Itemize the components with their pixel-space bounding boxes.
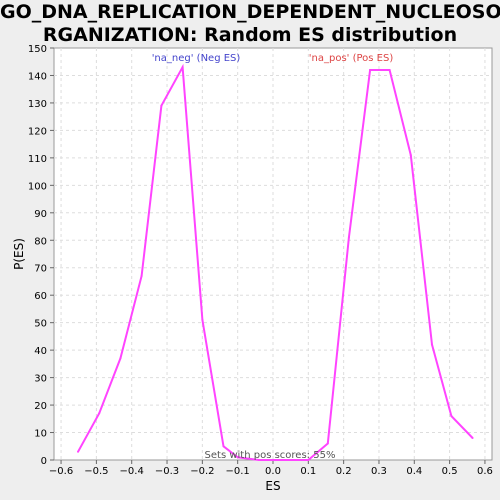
grid-lines [54, 48, 492, 460]
data-point [430, 343, 433, 346]
y-axis-ticks: 0 10 20 30 40 50 60 70 80 90 100 110 120 130 140 150 [28, 44, 54, 467]
x-tick-label: 0.3 [371, 466, 387, 477]
y-tick-label: 80 [34, 236, 47, 247]
data-point [450, 415, 453, 418]
x-tick-label: 0.5 [442, 466, 458, 477]
y-tick-label: 150 [28, 44, 47, 55]
data-point [369, 68, 372, 71]
x-tick-label: −0.3 [155, 466, 179, 477]
data-point [160, 104, 163, 107]
data-point [119, 357, 122, 360]
y-tick-label: 10 [34, 429, 47, 440]
data-point [409, 154, 412, 157]
y-tick-label: 90 [34, 209, 47, 220]
data-point [388, 68, 391, 71]
x-tick-label: −0.4 [120, 466, 144, 477]
y-tick-label: 140 [28, 71, 47, 82]
data-point [77, 450, 80, 453]
y-tick-label: 50 [34, 319, 47, 330]
y-axis-label: P(ES) [12, 238, 26, 270]
data-point [307, 459, 310, 461]
x-axis-label: ES [265, 479, 280, 493]
x-tick-label: 0.6 [477, 466, 493, 477]
chart-title: GO_DNA_REPLICATION_DEPENDENT_NUCLEOSOME_… [0, 1, 500, 47]
y-tick-label: 120 [28, 126, 47, 137]
x-tick-label: −0.5 [84, 466, 108, 477]
x-tick-label: 0.1 [300, 466, 316, 477]
data-point [471, 437, 474, 440]
sets-pos-scores-label: Sets with pos scores: 55% [205, 450, 336, 461]
x-axis-ticks: −0.6 −0.5 −0.4 −0.3 −0.2 −0.1 0.0 0.1 0.2 0.3 0.4 0… [49, 460, 493, 477]
x-tick-label: −0.6 [49, 466, 73, 477]
data-point [257, 459, 260, 461]
y-tick-label: 30 [34, 374, 47, 385]
data-point [98, 412, 101, 415]
data-point [222, 445, 225, 448]
data-point [347, 236, 350, 239]
chart-title-line-1: GO_DNA_REPLICATION_DEPENDENT_NUCLEOSOME_… [0, 1, 500, 23]
x-tick-label: −0.2 [190, 466, 214, 477]
y-tick-label: 130 [28, 99, 47, 110]
y-tick-label: 100 [28, 181, 47, 192]
y-tick-label: 40 [34, 346, 47, 357]
data-point [326, 442, 329, 445]
data-point [201, 318, 204, 321]
x-tick-label: 0.4 [406, 466, 422, 477]
x-tick-label: 0.0 [265, 466, 281, 477]
chart-title-line-2: RGANIZATION: Random ES distribution [42, 24, 458, 46]
data-point [236, 456, 239, 459]
y-tick-label: 70 [34, 264, 47, 275]
x-tick-label: −0.1 [226, 466, 250, 477]
y-tick-label: 110 [28, 154, 47, 165]
y-tick-label: 20 [34, 401, 47, 412]
data-point [181, 66, 184, 69]
y-tick-label: 60 [34, 291, 47, 302]
pos-es-label: 'na_pos' (Pos ES) [309, 53, 394, 64]
neg-es-label: 'na_neg' (Neg ES) [152, 53, 241, 64]
x-tick-label: 0.2 [336, 466, 352, 477]
data-point [140, 274, 143, 277]
y-tick-label: 0 [41, 456, 47, 467]
